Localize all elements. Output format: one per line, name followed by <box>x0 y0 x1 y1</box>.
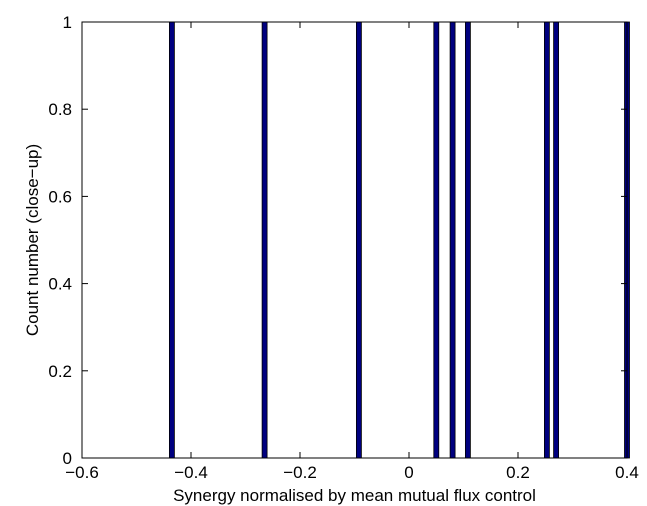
x-tick-label: −0.6 <box>65 463 99 482</box>
y-tick-label: 0.8 <box>48 100 72 119</box>
histogram-bar <box>449 21 456 459</box>
x-tick-label: 0.4 <box>615 463 639 482</box>
histogram-bar <box>544 21 550 459</box>
x-tick-label: −0.2 <box>283 463 317 482</box>
histogram-bar <box>261 21 268 459</box>
y-tick-label: 0.4 <box>48 275 72 294</box>
y-tick-label: 0 <box>63 449 72 468</box>
y-axis-ticks: 0 0.2 0.4 0.6 0.8 1 <box>48 13 627 468</box>
x-tick-label: 0 <box>404 463 413 482</box>
y-tick-label: 0.2 <box>48 362 72 381</box>
histogram-bar <box>168 21 175 459</box>
histogram-bar <box>464 21 471 459</box>
y-tick-label: 0.6 <box>48 187 72 206</box>
histogram-bar <box>433 21 440 459</box>
y-tick-label: 1 <box>63 13 72 32</box>
histogram-bar <box>355 21 362 459</box>
plot-frame <box>81 21 628 459</box>
bars-group <box>168 21 630 459</box>
histogram-bar <box>553 21 559 459</box>
x-tick-label: 0.2 <box>506 463 530 482</box>
x-axis-ticks: −0.6 −0.4 −0.2 0 0.2 0.4 <box>65 22 639 482</box>
y-axis-label: Count number (close−up) <box>23 144 42 336</box>
x-axis-label: Synergy normalised by mean mutual flux c… <box>173 486 536 505</box>
x-tick-label: −0.4 <box>174 463 208 482</box>
